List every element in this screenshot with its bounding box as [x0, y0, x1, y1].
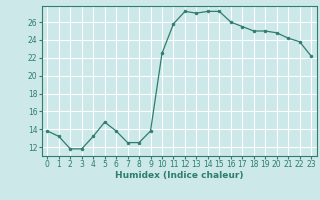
X-axis label: Humidex (Indice chaleur): Humidex (Indice chaleur): [115, 171, 244, 180]
